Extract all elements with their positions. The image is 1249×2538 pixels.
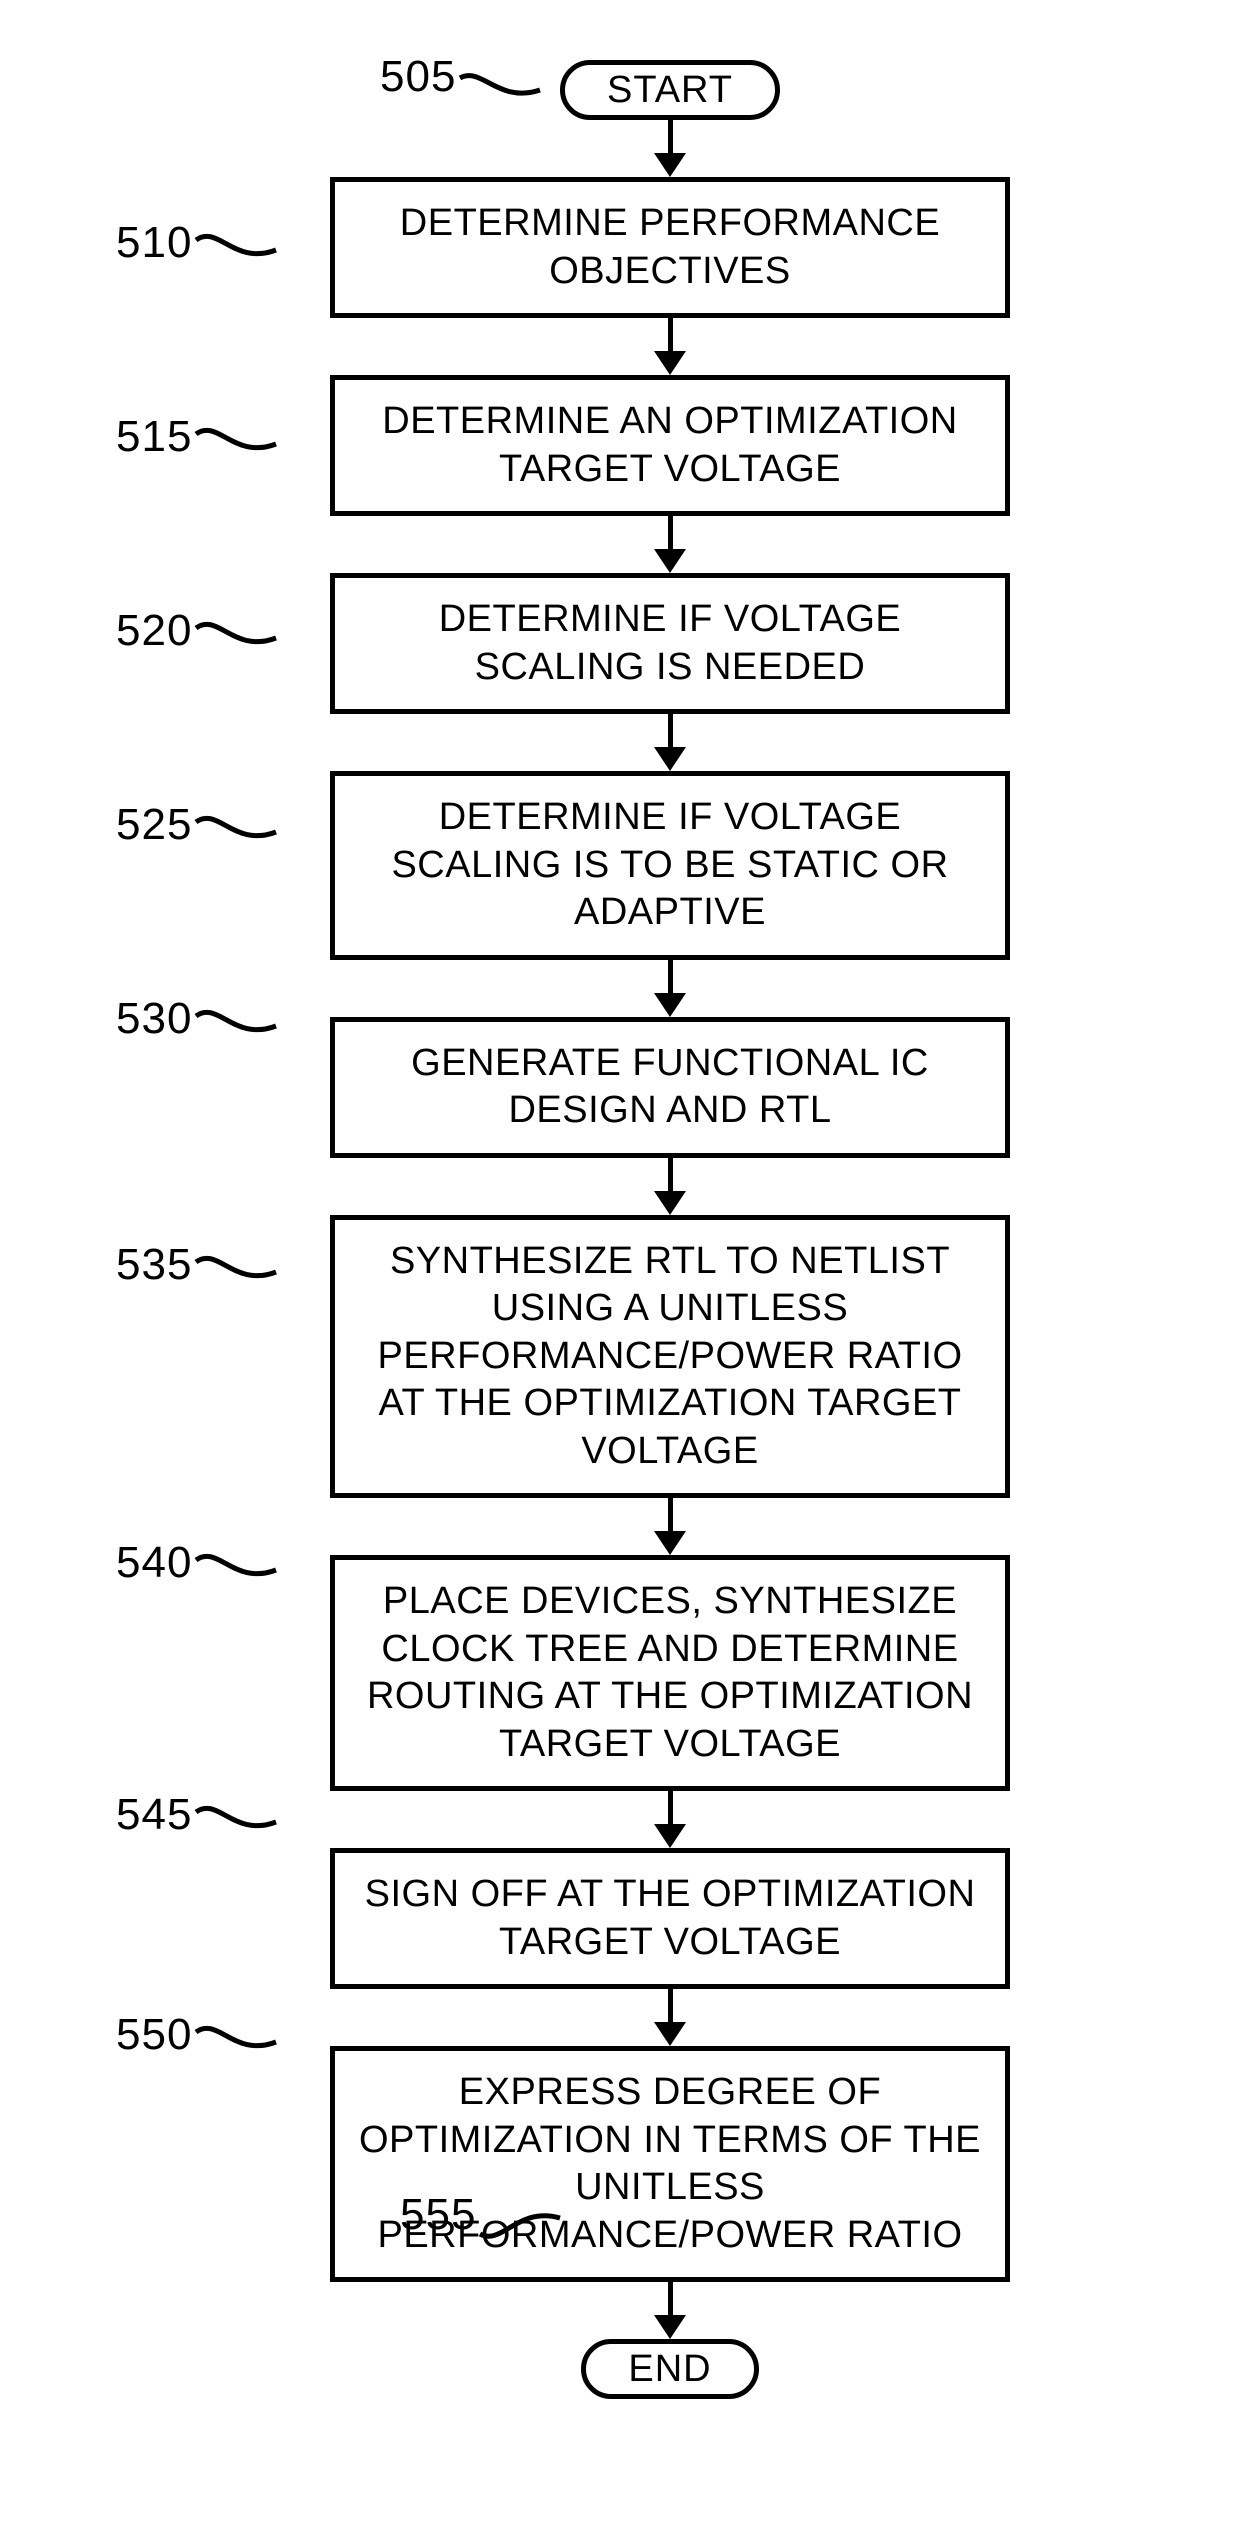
arrow: [654, 1498, 686, 1555]
ref-520-text: 520: [116, 606, 192, 655]
step-540-text: PLACE DEVICES, SYNTHESIZE CLOCK TREE AND…: [367, 1580, 973, 1765]
ref-540: 540: [116, 1538, 192, 1588]
start-terminator: START: [560, 60, 780, 120]
arrow: [654, 120, 686, 177]
arrow: [654, 1989, 686, 2046]
step-535: SYNTHESIZE RTL TO NETLIST USING A UNITLE…: [330, 1215, 1010, 1499]
step-545-text: SIGN OFF AT THE OPTIMIZATION TARGET VOLT…: [365, 1873, 976, 1963]
flowchart-canvas: 505 510 515 520 525 530 535: [0, 0, 1249, 2459]
step-525-text: DETERMINE IF VOLTAGE SCALING IS TO BE ST…: [391, 796, 948, 933]
arrow: [654, 1791, 686, 1848]
leader-510: [194, 228, 278, 268]
arrow: [654, 714, 686, 771]
start-label: START: [607, 69, 733, 111]
arrow: [654, 516, 686, 573]
step-530-text: GENERATE FUNCTIONAL IC DESIGN AND RTL: [411, 1042, 929, 1132]
step-515: DETERMINE AN OPTIMIZATION TARGET VOLTAGE: [330, 375, 1010, 516]
ref-505: 505: [380, 52, 456, 102]
step-540: PLACE DEVICES, SYNTHESIZE CLOCK TREE AND…: [330, 1555, 1010, 1791]
flow-column: START DETERMINE PERFORMANCE OBJECTIVES D…: [290, 60, 1050, 2399]
end-label: END: [628, 2348, 711, 2390]
step-510: DETERMINE PERFORMANCE OBJECTIVES: [330, 177, 1010, 318]
step-520-text: DETERMINE IF VOLTAGE SCALING IS NEEDED: [439, 598, 902, 688]
ref-530-text: 530: [116, 994, 192, 1043]
ref-525-text: 525: [116, 800, 192, 849]
step-515-text: DETERMINE AN OPTIMIZATION TARGET VOLTAGE: [382, 400, 958, 490]
step-545: SIGN OFF AT THE OPTIMIZATION TARGET VOLT…: [330, 1848, 1010, 1989]
ref-525: 525: [116, 800, 192, 850]
ref-515: 515: [116, 412, 192, 462]
ref-545-text: 545: [116, 1790, 192, 1839]
step-550: EXPRESS DEGREE OF OPTIMIZATION IN TERMS …: [330, 2046, 1010, 2282]
ref-535-text: 535: [116, 1240, 192, 1289]
ref-515-text: 515: [116, 412, 192, 461]
ref-535: 535: [116, 1240, 192, 1290]
leader-530: [194, 1004, 278, 1044]
arrow: [654, 318, 686, 375]
leader-545: [194, 1800, 278, 1840]
leader-540: [194, 1548, 278, 1588]
step-530: GENERATE FUNCTIONAL IC DESIGN AND RTL: [330, 1017, 1010, 1158]
arrow: [654, 2282, 686, 2339]
arrow: [654, 1158, 686, 1215]
ref-510-text: 510: [116, 218, 192, 267]
step-510-text: DETERMINE PERFORMANCE OBJECTIVES: [400, 202, 940, 292]
ref-550: 550: [116, 2010, 192, 2060]
leader-535: [194, 1250, 278, 1290]
ref-540-text: 540: [116, 1538, 192, 1587]
step-525: DETERMINE IF VOLTAGE SCALING IS TO BE ST…: [330, 771, 1010, 960]
step-535-text: SYNTHESIZE RTL TO NETLIST USING A UNITLE…: [377, 1240, 962, 1472]
ref-555-text: 555: [400, 2190, 476, 2239]
ref-550-text: 550: [116, 2010, 192, 2059]
step-520: DETERMINE IF VOLTAGE SCALING IS NEEDED: [330, 573, 1010, 714]
leader-550: [194, 2020, 278, 2060]
leader-505: [458, 70, 542, 110]
arrow: [654, 960, 686, 1017]
ref-505-text: 505: [380, 52, 456, 101]
ref-520: 520: [116, 606, 192, 656]
ref-510: 510: [116, 218, 192, 268]
ref-555: 555: [400, 2190, 476, 2240]
end-terminator: END: [581, 2339, 758, 2399]
leader-520: [194, 616, 278, 656]
leader-525: [194, 810, 278, 850]
leader-555: [478, 2204, 562, 2244]
leader-515: [194, 422, 278, 462]
ref-545: 545: [116, 1790, 192, 1840]
ref-530: 530: [116, 994, 192, 1044]
